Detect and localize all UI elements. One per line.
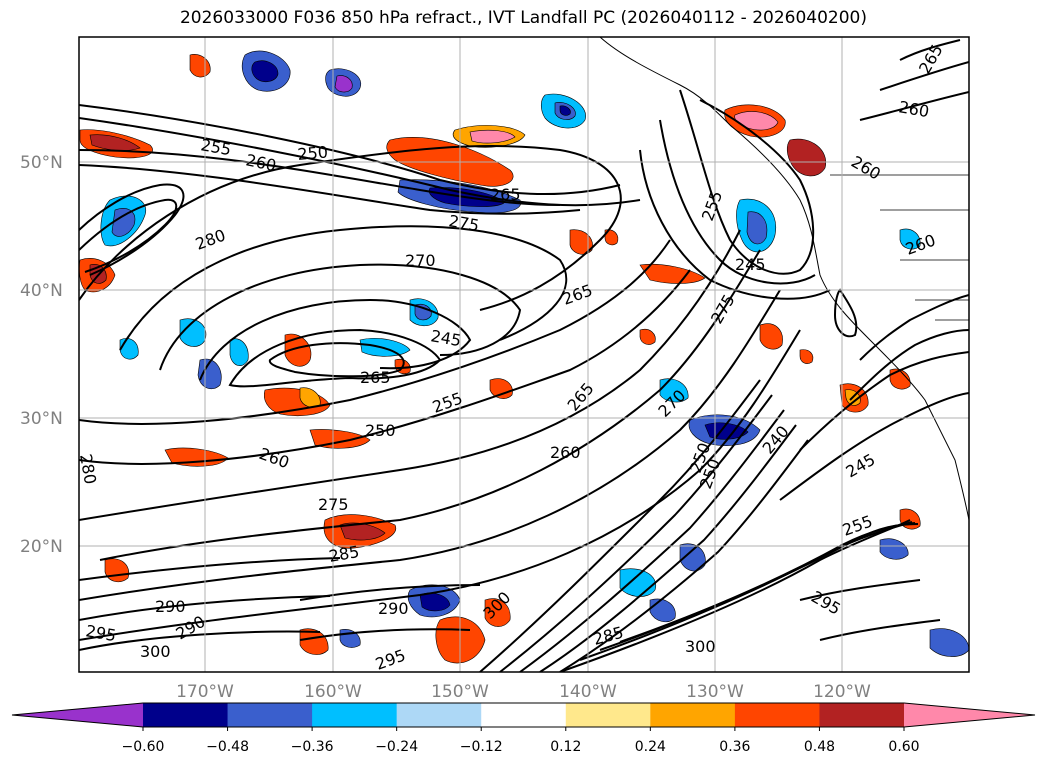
- coastline: [599, 37, 969, 521]
- colorbar-label: 0.60: [888, 739, 919, 755]
- contour-label: 245: [735, 255, 766, 274]
- colorbar-label: 0.24: [635, 739, 666, 755]
- lat-label: 30°N: [20, 409, 63, 429]
- colorbar-label: −0.60: [122, 739, 165, 755]
- colorbar-segment: [481, 703, 567, 727]
- contour-label: 300: [685, 637, 716, 656]
- contour-label: 300: [140, 642, 171, 661]
- colorbar-segment: [650, 703, 736, 727]
- colorbar-segment: [565, 703, 651, 727]
- lat-label: 50°N: [20, 153, 63, 173]
- contour-label: 265: [490, 185, 521, 204]
- lat-label: 20°N: [20, 537, 63, 557]
- colorbar-label: −0.48: [206, 739, 249, 755]
- lat-label: 40°N: [20, 281, 63, 301]
- longitude-labels: 170°W 160°W 150°W 140°W 130°W 120°W: [176, 682, 871, 702]
- colorbar-label: 0.48: [804, 739, 835, 755]
- map-border: [78, 36, 970, 673]
- contour-label: 280: [76, 452, 100, 485]
- contour-label: 290: [378, 599, 409, 618]
- latitude-labels: 50°N 40°N 30°N 20°N: [20, 153, 63, 557]
- lon-label: 130°W: [686, 682, 744, 702]
- colorbar-segment: [143, 703, 229, 727]
- colorbar-label: 0.36: [719, 739, 750, 755]
- lon-label: 120°W: [813, 682, 871, 702]
- colorbar-label: −0.36: [291, 739, 334, 755]
- lon-label: 160°W: [304, 682, 362, 702]
- contour-label: 270: [405, 251, 436, 270]
- map-title: 2026033000 F036 850 hPa refract., IVT La…: [179, 8, 867, 28]
- contour-label: 290: [155, 597, 186, 616]
- contour-lines: [79, 39, 969, 672]
- colorbar-extend-low: [12, 703, 143, 727]
- colorbar-label: −0.24: [375, 739, 418, 755]
- lon-label: 140°W: [559, 682, 617, 702]
- colorbar-segment: [312, 703, 398, 727]
- contour-label: 265: [360, 368, 391, 387]
- colorbar-label: −0.12: [460, 739, 503, 755]
- contour-label: 275: [318, 495, 349, 514]
- colorbar-segment: [227, 703, 313, 727]
- colorbar-segment: [734, 703, 820, 727]
- colorbar-extend-high: [904, 703, 1035, 727]
- colorbar-segment: [819, 703, 905, 727]
- lon-label: 170°W: [176, 682, 234, 702]
- colorbar-label: 0.12: [550, 739, 581, 755]
- contour-label: 250: [297, 142, 329, 164]
- border-lines: [830, 174, 969, 321]
- map-frame: [79, 37, 969, 672]
- contour-label: 250: [365, 421, 396, 440]
- colorbar-segment: [396, 703, 482, 727]
- lon-label: 150°W: [431, 682, 489, 702]
- grid-lines: [79, 37, 969, 672]
- contour-label: 260: [550, 443, 581, 462]
- colorbar: −0.60 −0.48 −0.36 −0.24 −0.12 0.12 0.24 0.36 0.4…: [11, 702, 1036, 755]
